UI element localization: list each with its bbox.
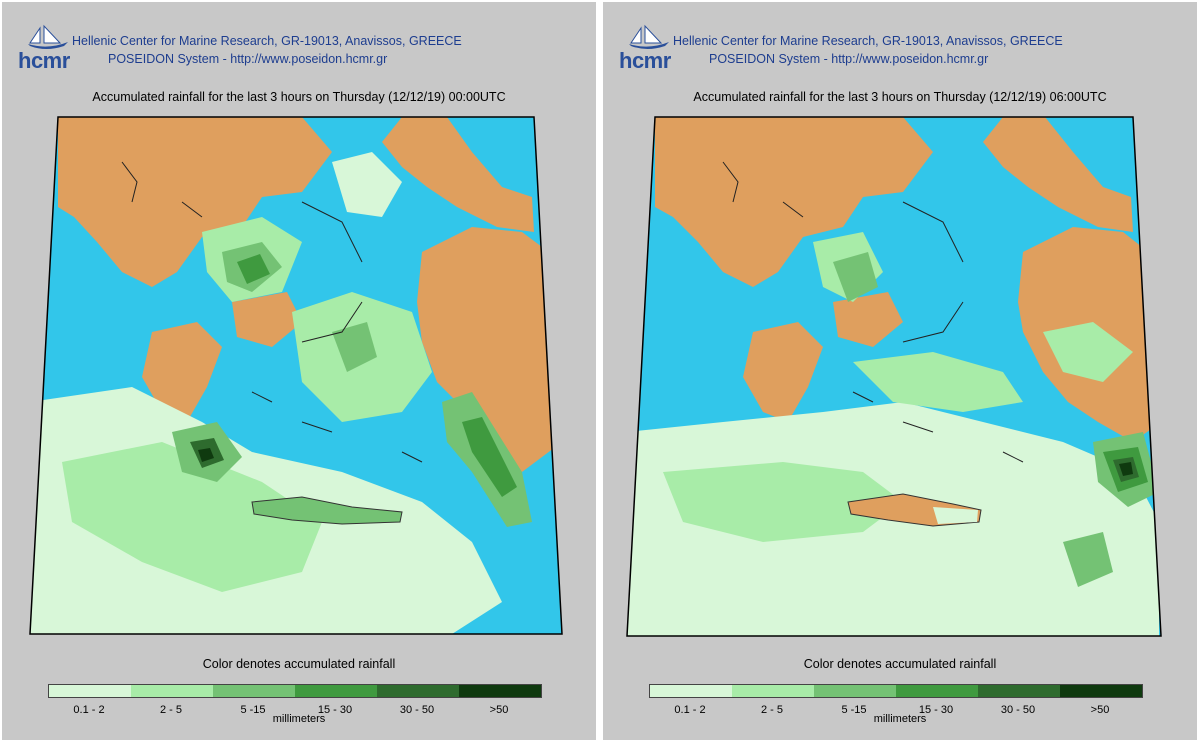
hcmr-logo: hcmr: [619, 24, 679, 74]
legend-label: 0.1 - 2: [674, 704, 706, 716]
institution-header: Hellenic Center for Marine Research, GR-…: [72, 32, 472, 68]
legend-label: 15 - 30: [317, 704, 353, 716]
legend-swatch: [459, 685, 541, 697]
system-url: POSEIDON System - http://www.poseidon.hc…: [709, 52, 989, 66]
rain-2-5: [663, 462, 903, 542]
legend-color-bar: [649, 684, 1143, 698]
coastline: [722, 161, 1024, 463]
legend-units: millimeters: [272, 713, 326, 725]
legend-swatch: [377, 685, 459, 697]
legend-title: Color denotes accumulated rainfall: [803, 657, 997, 671]
rain-5-15: [332, 322, 377, 372]
institution-name: Hellenic Center for Marine Research, GR-…: [72, 34, 462, 48]
legend-labels: 0.1 - 2 2 - 5 5 -15 15 - 30 30 - 50 >50: [649, 704, 1141, 716]
logo-text: hcmr: [619, 48, 671, 73]
legend-label: 2 - 5: [760, 704, 783, 716]
rain-5-15: [1063, 532, 1113, 587]
system-url: POSEIDON System - http://www.poseidon.hc…: [108, 52, 388, 66]
legend-title: Color denotes accumulated rainfall: [202, 657, 396, 671]
balkan-landmass: [58, 117, 332, 287]
hcmr-logo: hcmr: [18, 24, 78, 74]
legend-swatch: [978, 685, 1060, 697]
rain-15-30: [462, 417, 517, 497]
legend-color-bar: [48, 684, 542, 698]
rain-0.1-2: [933, 507, 978, 524]
peloponnese: [743, 322, 823, 422]
map-frame: [29, 116, 563, 635]
institution-name: Hellenic Center for Marine Research, GR-…: [673, 34, 1063, 48]
legend-label: 0.1 - 2: [73, 704, 105, 716]
central-greece: [232, 292, 302, 347]
legend-label: 15 - 30: [918, 704, 954, 716]
map-title: Accumulated rainfall for the last 3 hour…: [693, 90, 1107, 104]
ship-icon: [629, 24, 669, 49]
legend-label: >50: [1090, 704, 1110, 716]
rain-2-5: [62, 442, 322, 592]
peloponnese: [142, 322, 222, 422]
legend-swatch: [49, 685, 131, 697]
rain-2-5: [1043, 322, 1133, 382]
thrace-landmass: [382, 117, 534, 232]
map-title: Accumulated rainfall for the last 3 hour…: [92, 90, 506, 104]
logo-text: hcmr: [18, 48, 70, 73]
legend-units: millimeters: [873, 713, 927, 725]
balkan-landmass: [655, 117, 933, 287]
coastline: [121, 161, 423, 463]
legend-label: >50: [489, 704, 509, 716]
rain-2-5: [853, 352, 1023, 412]
legend-swatch: [213, 685, 295, 697]
rain-over-50: [198, 448, 214, 462]
map-panel-0600utc: hcmr Hellenic Center for Marine Research…: [603, 2, 1197, 740]
legend-label: 5 -15: [240, 704, 266, 716]
legend-labels: 0.1 - 2 2 - 5 5 -15 15 - 30 30 - 50 >50: [48, 704, 540, 716]
legend-swatch: [814, 685, 896, 697]
institution-header: Hellenic Center for Marine Research, GR-…: [673, 32, 1073, 68]
legend-label: 5 -15: [841, 704, 867, 716]
legend-label: 30 - 50: [399, 704, 435, 716]
rainfall-map: [626, 116, 1162, 637]
legend-label: 2 - 5: [159, 704, 182, 716]
legend-swatch: [896, 685, 978, 697]
thrace-landmass: [983, 117, 1133, 232]
map-frame: [626, 116, 1162, 637]
legend-label: 30 - 50: [1000, 704, 1036, 716]
central-greece: [833, 292, 903, 347]
rain-0.1-2: [332, 152, 402, 217]
rain-5-15: [833, 252, 878, 302]
rain-over-50: [1119, 462, 1133, 476]
legend-swatch: [650, 685, 732, 697]
map-panel-0000utc: hcmr Hellenic Center for Marine Research…: [2, 2, 596, 740]
anatolia-landmass: [417, 227, 562, 472]
legend-swatch: [295, 685, 377, 697]
rainfall-map: [29, 116, 563, 635]
crete-island: [251, 496, 403, 525]
legend-swatch: [131, 685, 213, 697]
legend-swatch: [732, 685, 814, 697]
rain-15-30: [237, 254, 270, 284]
ship-icon: [28, 24, 68, 49]
legend-swatch: [1060, 685, 1142, 697]
